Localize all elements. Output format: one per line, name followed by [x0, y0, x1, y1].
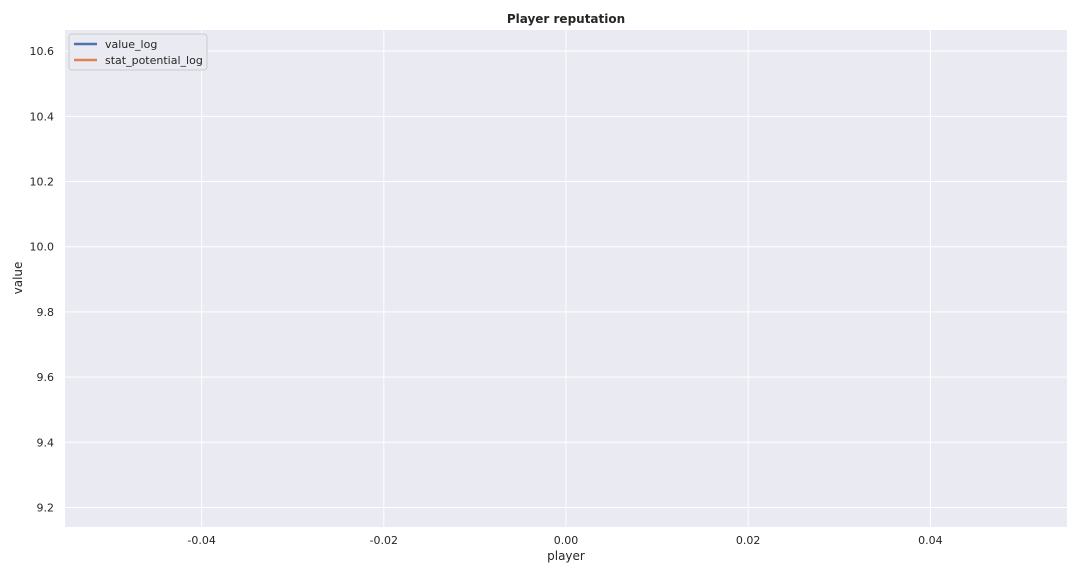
- y-axis-label: value: [11, 262, 25, 295]
- y-tick-label: 9.8: [37, 306, 55, 319]
- legend-box: [68, 33, 208, 71]
- y-tick-label: 10.4: [30, 110, 55, 123]
- y-tick-label: 10.2: [30, 176, 55, 189]
- x-tick-label: -0.04: [187, 534, 215, 547]
- y-tick-label: 9.4: [37, 436, 55, 449]
- x-tick-label: 0.04: [918, 534, 943, 547]
- y-tick-labels: 9.2 9.4 9.6 9.8 10.0 10.2 10.4 10.6: [30, 45, 55, 514]
- grid: [65, 30, 1067, 527]
- chart-title: Player reputation: [507, 12, 625, 26]
- y-tick-label: 10.6: [30, 45, 55, 58]
- x-tick-label: 0.00: [554, 534, 579, 547]
- y-tick-label: 9.6: [37, 371, 55, 384]
- legend-label-value-log: value_log: [105, 38, 157, 51]
- x-tick-labels: -0.04 -0.02 0.00 0.02 0.04: [187, 534, 942, 547]
- legend: value_log stat_potential_log: [68, 33, 208, 71]
- x-tick-label: 0.02: [736, 534, 761, 547]
- y-tick-label: 10.0: [30, 241, 55, 254]
- x-tick-label: -0.02: [370, 534, 398, 547]
- y-tick-label: 9.2: [37, 501, 55, 514]
- legend-label-stat-potential-log: stat_potential_log: [105, 54, 203, 67]
- x-axis-label: player: [547, 549, 585, 563]
